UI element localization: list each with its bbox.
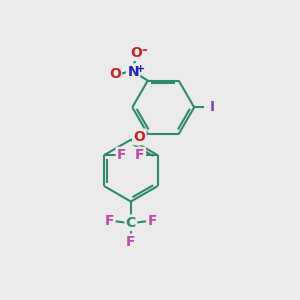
Text: F: F	[135, 148, 145, 162]
Text: F: F	[126, 235, 136, 249]
Text: N: N	[127, 65, 139, 79]
Text: O: O	[109, 67, 121, 81]
Text: F: F	[117, 148, 127, 162]
Text: +: +	[136, 64, 145, 74]
Text: O: O	[134, 130, 145, 144]
Text: F: F	[105, 214, 114, 228]
Text: -: -	[141, 43, 147, 57]
Text: F: F	[148, 214, 157, 228]
Text: O: O	[130, 46, 142, 60]
Text: I: I	[209, 100, 214, 114]
Text: C: C	[126, 216, 136, 230]
